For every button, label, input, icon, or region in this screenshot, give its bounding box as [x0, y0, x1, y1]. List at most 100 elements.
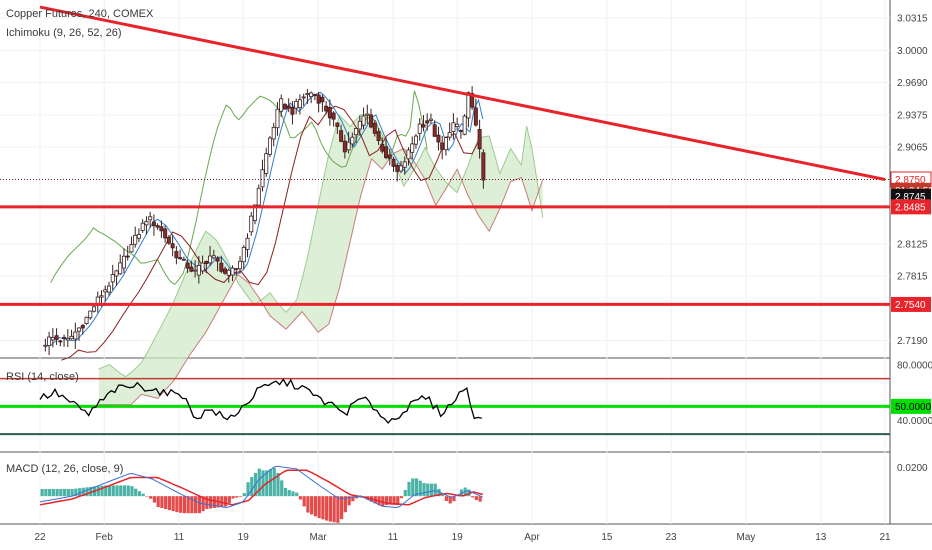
macd-histogram-bar-up — [100, 485, 104, 497]
candle-down — [166, 236, 171, 244]
candle-up — [451, 122, 456, 132]
candle-down — [312, 94, 317, 96]
macd-histogram-bar-up — [70, 489, 74, 497]
candle-up — [260, 169, 265, 188]
candle-up — [301, 96, 306, 99]
macd-signal-line — [39, 469, 484, 506]
candle-up — [462, 115, 467, 135]
candle-down — [215, 257, 220, 262]
macd-histogram-bar-down — [175, 496, 179, 513]
macd-histogram-bar-down — [399, 496, 404, 499]
rsi-tick-label: 80.0000 — [897, 360, 932, 371]
candle-up — [398, 165, 403, 172]
candle-down — [185, 262, 190, 269]
chart-title: Copper Futures, 240, COMEX — [6, 8, 154, 20]
candle-up — [133, 234, 138, 245]
time-tick-label: 21 — [879, 532, 891, 543]
macd-histogram-bar-up — [55, 489, 59, 497]
macd-histogram-bar-down — [306, 496, 310, 513]
candle-down — [159, 226, 164, 232]
price-tag-current: 2.8750 — [895, 175, 926, 186]
macd-histogram-bar-down — [145, 496, 149, 497]
macd-histogram-bar-up — [85, 487, 89, 497]
macd-histogram-bar-down — [238, 496, 243, 497]
candle-up — [114, 270, 119, 277]
macd-histogram-bar-down — [328, 496, 333, 522]
candle-up — [193, 269, 198, 272]
candle-down — [125, 255, 130, 258]
macd-histogram-bar-up — [268, 469, 273, 497]
price-tick-label: 2.9065 — [897, 142, 928, 153]
macd-histogram-bar-up — [63, 489, 67, 497]
candle-down — [170, 243, 175, 249]
candle-down — [223, 268, 228, 274]
candle-down — [219, 262, 224, 272]
price-tick-label: 3.0000 — [897, 46, 928, 57]
macd-histogram-bar-down — [156, 496, 160, 508]
candle-down — [290, 106, 295, 115]
macd-histogram-bar-down — [302, 496, 306, 507]
macd-histogram-bar-up — [403, 489, 407, 497]
macd-histogram-bar-up — [130, 486, 134, 497]
candle-up — [226, 269, 231, 276]
macd-line — [39, 465, 484, 509]
candle-down — [369, 114, 374, 128]
candle-up — [413, 135, 418, 145]
macd-histogram-bar-up — [414, 478, 419, 497]
candle-up — [406, 149, 411, 160]
time-tick-label: May — [736, 532, 755, 543]
candle-up — [234, 268, 239, 271]
candle-down — [391, 158, 396, 167]
candle-up — [47, 336, 52, 346]
candle-up — [245, 237, 250, 250]
candle-up — [50, 337, 55, 341]
macd-histogram-bar-up — [59, 489, 63, 497]
macd-pane-label[interactable]: MACD (12, 26, close, 9) — [6, 463, 124, 475]
macd-histogram-bar-up — [429, 483, 434, 497]
time-tick-label: 19 — [452, 532, 464, 543]
macd-histogram-bar-up — [422, 482, 426, 497]
candle-down — [331, 112, 336, 120]
candle-down — [458, 130, 463, 132]
time-tick-label: Mar — [309, 532, 327, 543]
candle-down — [470, 93, 475, 108]
candle-up — [365, 113, 370, 116]
time-tick-label: 11 — [174, 532, 185, 543]
macd-histogram-bar-up — [111, 485, 115, 497]
candle-up — [256, 187, 261, 206]
candle-up — [118, 262, 123, 275]
candle-down — [58, 340, 63, 343]
senkou-span-b-line — [98, 147, 544, 406]
macd-histogram-bar-down — [182, 496, 186, 514]
macd-histogram-bar-down — [317, 496, 321, 519]
candle-up — [402, 161, 407, 168]
macd-histogram-bar-up — [257, 468, 261, 497]
macd-histogram-bar-down — [223, 496, 228, 507]
candle-up — [148, 216, 153, 221]
candle-up — [252, 204, 257, 221]
candle-down — [204, 260, 209, 265]
candle-up — [297, 99, 302, 109]
macd-histogram-bar-up — [44, 489, 48, 497]
ichimoku-indicator-label[interactable]: Ichimoku (9, 26, 52, 26) — [6, 27, 122, 39]
candle-up — [455, 123, 460, 127]
price-tag: 2.8485 — [895, 202, 926, 213]
candle-up — [294, 100, 299, 109]
candle-up — [271, 126, 276, 140]
macd-histogram-bar-up — [141, 493, 145, 497]
rsi-pane-label[interactable]: RSI (14, close) — [6, 371, 79, 383]
macd-histogram-bar-up — [433, 483, 437, 497]
descending-trendline — [39, 5, 886, 181]
macd-histogram-bar-up — [126, 485, 130, 497]
candle-up — [92, 306, 97, 312]
candle-down — [189, 266, 194, 272]
candle-down — [376, 131, 381, 142]
macd-histogram-bar-up — [66, 489, 70, 497]
macd-histogram-bar-down — [355, 496, 359, 499]
macd-histogram-bar-down — [351, 496, 355, 502]
rsi-mid-tag: 50.0000 — [895, 402, 932, 413]
candle-up — [346, 141, 351, 151]
time-tick-label: 13 — [815, 532, 827, 543]
